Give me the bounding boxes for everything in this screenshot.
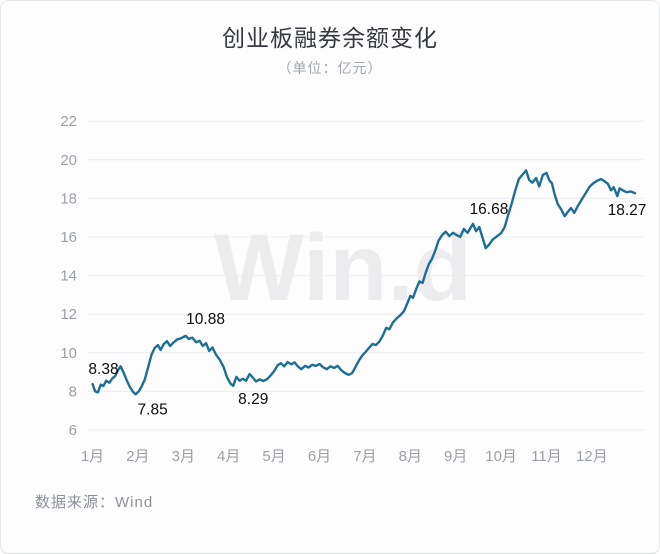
x-tick-label: 4月	[217, 448, 240, 465]
y-tick-label: 22	[60, 113, 77, 130]
chart-title: 创业板融券余额变化	[222, 25, 438, 51]
x-tick-label: 12月	[576, 448, 608, 465]
x-tick-label: 10月	[485, 448, 517, 465]
x-tick-label: 7月	[353, 448, 376, 465]
point-label: 16.68	[470, 201, 509, 218]
y-tick-label: 16	[60, 229, 77, 246]
x-tick-label: 3月	[172, 448, 195, 465]
series-line	[91, 169, 637, 396]
y-tick-label: 12	[60, 306, 77, 323]
watermark-text: Win.d	[214, 215, 472, 321]
x-tick-label: 5月	[262, 448, 285, 465]
point-label: 10.88	[186, 311, 225, 328]
x-tick-label: 2月	[126, 448, 149, 465]
x-tick-label: 11月	[531, 448, 562, 465]
point-label: 7.85	[138, 401, 168, 418]
y-tick-label: 20	[60, 152, 77, 169]
y-tick-label: 6	[69, 422, 77, 439]
x-tick-label: 6月	[308, 448, 331, 465]
point-label: 18.27	[608, 202, 647, 219]
y-tick-label: 14	[60, 268, 77, 285]
x-tick-label: 1月	[81, 448, 104, 465]
data-source-label: 数据来源：Wind	[35, 494, 154, 511]
y-tick-label: 10	[60, 345, 77, 362]
x-tick-label: 8月	[399, 448, 422, 465]
y-tick-label: 8	[69, 383, 77, 400]
point-label: 8.38	[88, 361, 118, 378]
point-label: 8.29	[238, 391, 268, 408]
chart-subtitle: （单位：亿元）	[277, 60, 383, 76]
y-tick-label: 18	[60, 190, 77, 207]
x-tick-label: 9月	[444, 448, 467, 465]
